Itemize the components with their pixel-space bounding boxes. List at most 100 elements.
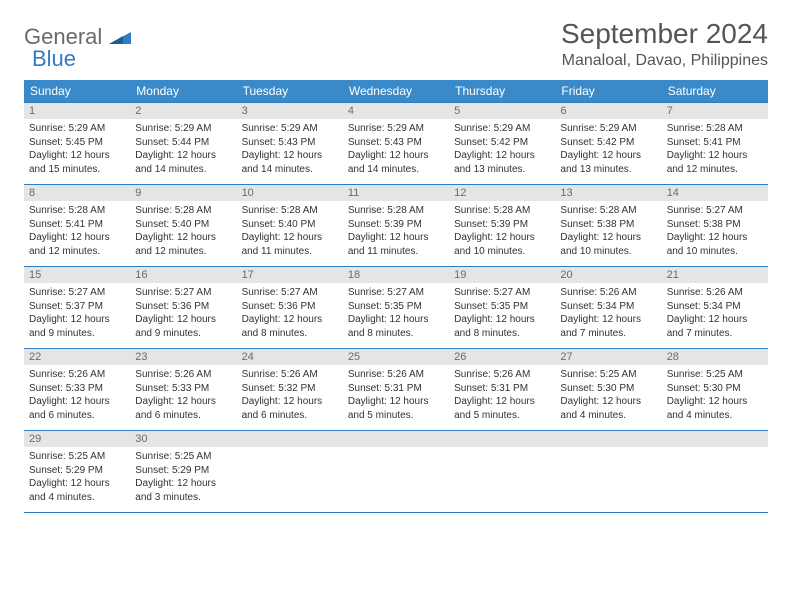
day-number: 21 <box>662 267 768 283</box>
day-number: 8 <box>24 185 130 201</box>
day-detail: Sunrise: 5:29 AMSunset: 5:45 PMDaylight:… <box>24 119 130 184</box>
day-detail: Sunrise: 5:29 AMSunset: 5:43 PMDaylight:… <box>343 119 449 184</box>
day-detail: Sunrise: 5:28 AMSunset: 5:41 PMDaylight:… <box>662 119 768 184</box>
day-number: 3 <box>237 103 343 119</box>
calendar-day-cell <box>343 431 449 513</box>
daylight-line: Daylight: 12 hours and 14 minutes. <box>135 149 231 176</box>
day-detail: Sunrise: 5:26 AMSunset: 5:34 PMDaylight:… <box>662 283 768 348</box>
calendar-day-cell: 28Sunrise: 5:25 AMSunset: 5:30 PMDayligh… <box>662 349 768 431</box>
day-number: 2 <box>130 103 236 119</box>
sunrise-line: Sunrise: 5:29 AM <box>454 122 550 136</box>
calendar-day-cell <box>449 431 555 513</box>
calendar-day-cell: 23Sunrise: 5:26 AMSunset: 5:33 PMDayligh… <box>130 349 236 431</box>
sunset-line: Sunset: 5:30 PM <box>667 382 763 396</box>
day-number: 27 <box>555 349 661 365</box>
weekday-header: Monday <box>130 80 236 103</box>
daylight-line: Daylight: 12 hours and 8 minutes. <box>454 313 550 340</box>
day-detail-empty <box>343 447 449 507</box>
sunset-line: Sunset: 5:34 PM <box>560 300 656 314</box>
weekday-header: Wednesday <box>343 80 449 103</box>
weekday-header-row: Sunday Monday Tuesday Wednesday Thursday… <box>24 80 768 103</box>
calendar-day-cell: 14Sunrise: 5:27 AMSunset: 5:38 PMDayligh… <box>662 185 768 267</box>
calendar-day-cell: 2Sunrise: 5:29 AMSunset: 5:44 PMDaylight… <box>130 103 236 185</box>
day-number: 23 <box>130 349 236 365</box>
day-number: 22 <box>24 349 130 365</box>
daylight-line: Daylight: 12 hours and 7 minutes. <box>560 313 656 340</box>
sunset-line: Sunset: 5:30 PM <box>560 382 656 396</box>
calendar-day-cell: 8Sunrise: 5:28 AMSunset: 5:41 PMDaylight… <box>24 185 130 267</box>
day-detail: Sunrise: 5:25 AMSunset: 5:29 PMDaylight:… <box>24 447 130 512</box>
location-text: Manaloal, Davao, Philippines <box>561 52 768 70</box>
daylight-line: Daylight: 12 hours and 13 minutes. <box>454 149 550 176</box>
weekday-header: Sunday <box>24 80 130 103</box>
day-number: 15 <box>24 267 130 283</box>
daylight-line: Daylight: 12 hours and 11 minutes. <box>242 231 338 258</box>
sunset-line: Sunset: 5:42 PM <box>454 136 550 150</box>
day-number: 19 <box>449 267 555 283</box>
sunset-line: Sunset: 5:35 PM <box>454 300 550 314</box>
daylight-line: Daylight: 12 hours and 4 minutes. <box>667 395 763 422</box>
sunset-line: Sunset: 5:39 PM <box>348 218 444 232</box>
day-number-empty <box>237 431 343 447</box>
day-detail: Sunrise: 5:25 AMSunset: 5:30 PMDaylight:… <box>555 365 661 430</box>
calendar-day-cell: 18Sunrise: 5:27 AMSunset: 5:35 PMDayligh… <box>343 267 449 349</box>
sunrise-line: Sunrise: 5:25 AM <box>29 450 125 464</box>
daylight-line: Daylight: 12 hours and 9 minutes. <box>135 313 231 340</box>
day-number: 5 <box>449 103 555 119</box>
logo: General Blue <box>24 24 131 72</box>
daylight-line: Daylight: 12 hours and 10 minutes. <box>667 231 763 258</box>
sunset-line: Sunset: 5:45 PM <box>29 136 125 150</box>
daylight-line: Daylight: 12 hours and 6 minutes. <box>135 395 231 422</box>
daylight-line: Daylight: 12 hours and 8 minutes. <box>348 313 444 340</box>
calendar-day-cell: 3Sunrise: 5:29 AMSunset: 5:43 PMDaylight… <box>237 103 343 185</box>
sunrise-line: Sunrise: 5:28 AM <box>135 204 231 218</box>
sunset-line: Sunset: 5:40 PM <box>242 218 338 232</box>
weekday-header: Thursday <box>449 80 555 103</box>
sunrise-line: Sunrise: 5:27 AM <box>29 286 125 300</box>
day-detail: Sunrise: 5:26 AMSunset: 5:33 PMDaylight:… <box>130 365 236 430</box>
day-number: 26 <box>449 349 555 365</box>
day-number: 13 <box>555 185 661 201</box>
sunset-line: Sunset: 5:33 PM <box>29 382 125 396</box>
day-number: 30 <box>130 431 236 447</box>
day-number: 9 <box>130 185 236 201</box>
day-detail: Sunrise: 5:26 AMSunset: 5:31 PMDaylight:… <box>343 365 449 430</box>
daylight-line: Daylight: 12 hours and 14 minutes. <box>348 149 444 176</box>
sunset-line: Sunset: 5:33 PM <box>135 382 231 396</box>
day-detail: Sunrise: 5:29 AMSunset: 5:44 PMDaylight:… <box>130 119 236 184</box>
calendar-week-row: 15Sunrise: 5:27 AMSunset: 5:37 PMDayligh… <box>24 267 768 349</box>
sunset-line: Sunset: 5:43 PM <box>242 136 338 150</box>
calendar-body: 1Sunrise: 5:29 AMSunset: 5:45 PMDaylight… <box>24 103 768 513</box>
daylight-line: Daylight: 12 hours and 12 minutes. <box>667 149 763 176</box>
sunset-line: Sunset: 5:36 PM <box>135 300 231 314</box>
sunrise-line: Sunrise: 5:26 AM <box>242 368 338 382</box>
calendar-day-cell: 9Sunrise: 5:28 AMSunset: 5:40 PMDaylight… <box>130 185 236 267</box>
sunset-line: Sunset: 5:35 PM <box>348 300 444 314</box>
day-detail: Sunrise: 5:29 AMSunset: 5:42 PMDaylight:… <box>449 119 555 184</box>
day-detail: Sunrise: 5:27 AMSunset: 5:38 PMDaylight:… <box>662 201 768 266</box>
daylight-line: Daylight: 12 hours and 15 minutes. <box>29 149 125 176</box>
day-detail: Sunrise: 5:28 AMSunset: 5:40 PMDaylight:… <box>130 201 236 266</box>
day-detail-empty <box>555 447 661 507</box>
calendar-day-cell: 20Sunrise: 5:26 AMSunset: 5:34 PMDayligh… <box>555 267 661 349</box>
day-detail: Sunrise: 5:27 AMSunset: 5:37 PMDaylight:… <box>24 283 130 348</box>
logo-text-block: General Blue <box>24 24 131 72</box>
daylight-line: Daylight: 12 hours and 7 minutes. <box>667 313 763 340</box>
day-number: 7 <box>662 103 768 119</box>
sunset-line: Sunset: 5:39 PM <box>454 218 550 232</box>
sunset-line: Sunset: 5:31 PM <box>348 382 444 396</box>
weekday-header: Tuesday <box>237 80 343 103</box>
calendar-day-cell: 19Sunrise: 5:27 AMSunset: 5:35 PMDayligh… <box>449 267 555 349</box>
daylight-line: Daylight: 12 hours and 10 minutes. <box>560 231 656 258</box>
sunrise-line: Sunrise: 5:26 AM <box>135 368 231 382</box>
day-number-empty <box>555 431 661 447</box>
calendar-week-row: 8Sunrise: 5:28 AMSunset: 5:41 PMDaylight… <box>24 185 768 267</box>
calendar-day-cell: 4Sunrise: 5:29 AMSunset: 5:43 PMDaylight… <box>343 103 449 185</box>
calendar-day-cell: 7Sunrise: 5:28 AMSunset: 5:41 PMDaylight… <box>662 103 768 185</box>
calendar-day-cell: 13Sunrise: 5:28 AMSunset: 5:38 PMDayligh… <box>555 185 661 267</box>
calendar-day-cell <box>237 431 343 513</box>
day-detail: Sunrise: 5:28 AMSunset: 5:40 PMDaylight:… <box>237 201 343 266</box>
sunrise-line: Sunrise: 5:26 AM <box>667 286 763 300</box>
sunrise-line: Sunrise: 5:29 AM <box>135 122 231 136</box>
day-number: 28 <box>662 349 768 365</box>
